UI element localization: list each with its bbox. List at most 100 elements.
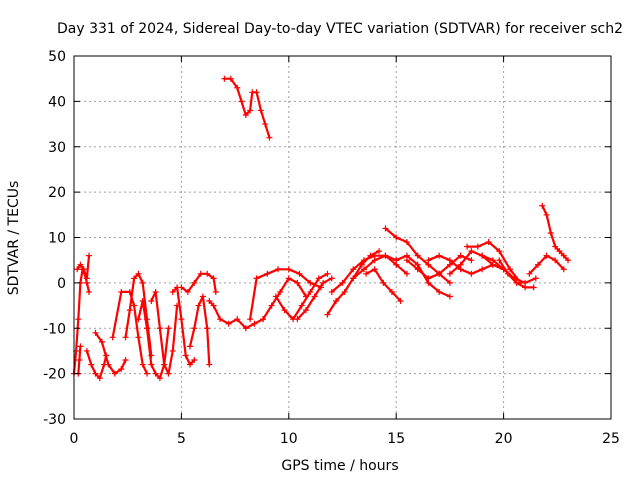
data-point [522,284,529,291]
data-point [382,252,389,259]
data-point [376,248,383,255]
data-point [139,298,146,305]
data-point [191,357,198,364]
data-point [144,370,151,377]
data-point [148,361,155,368]
data-point [74,266,81,273]
data-point [92,329,99,336]
x-axis-label: GPS time / hours [281,458,398,474]
data-point [543,211,550,218]
series-arc32 [539,202,572,264]
data-point [296,270,303,277]
y-tick-label: 50 [48,49,66,65]
y-tick-label: 0 [57,276,66,292]
series-arc18 [294,275,335,323]
series-arc17 [272,270,331,323]
data-point [268,302,275,309]
data-point [534,261,541,268]
data-point [178,316,185,323]
data-point [302,307,309,314]
series-arc2 [74,252,93,282]
data-point [436,270,443,277]
series-line [249,268,323,321]
data-point [328,275,335,282]
data-point [111,370,118,377]
data-point [221,75,228,82]
data-point [169,347,176,354]
data-point [109,334,116,341]
data-point [565,257,572,264]
data-point [393,234,400,241]
data-point [403,270,410,277]
data-point [257,107,264,114]
series-arc11 [178,270,219,295]
data-point [547,229,554,236]
data-point [169,288,176,295]
series-arc6 [109,288,151,377]
data-point [165,325,172,332]
data-point [382,225,389,232]
data-point [513,279,520,286]
series-arc5 [92,329,129,377]
series-arc23 [382,225,453,286]
data-point [83,275,90,282]
data-point [539,202,546,209]
y-tick-label: 40 [48,94,66,110]
data-point [152,370,159,377]
series-line [261,277,308,321]
data-point [247,316,254,323]
data-point [388,288,395,295]
data-point [227,75,234,82]
data-point [191,325,198,332]
chart-title: Day 331 of 2024, Sidereal Day-to-day VTE… [57,21,623,37]
data-point [397,298,404,305]
data-point [238,98,245,105]
series-arc31 [526,252,567,277]
data-point [474,243,481,250]
data-point [184,288,191,295]
series-line [427,254,505,275]
data-point [122,334,129,341]
x-tick-label: 5 [177,431,186,447]
data-point [77,343,84,350]
data-point [191,279,198,286]
x-tick-label: 25 [602,431,620,447]
data-point [135,334,142,341]
data-point [182,352,189,359]
data-point [479,252,486,259]
data-point [414,252,421,259]
data-point [496,257,503,264]
series-layer [71,75,572,382]
data-point [285,266,292,273]
series-line [352,254,408,280]
data-point [371,266,378,273]
series-arc14 [221,75,273,141]
data-point [135,270,142,277]
data-point [560,252,567,259]
data-point [320,279,327,286]
data-point [131,302,138,309]
data-point [464,243,471,250]
data-point [380,279,387,286]
data-point [403,239,410,246]
data-point [139,361,146,368]
data-point [75,316,82,323]
series-line [274,272,329,321]
series-arc9 [148,288,181,377]
data-point [197,270,204,277]
data-point [446,293,453,300]
data-point [225,320,232,327]
data-point [199,293,206,300]
data-point [360,257,367,264]
data-point [543,252,550,259]
data-point [88,361,95,368]
x-tick-label: 20 [495,431,513,447]
series-line [94,331,127,375]
data-point [139,279,146,286]
data-point [360,266,367,273]
data-point [446,270,453,277]
data-point [446,257,453,264]
data-point [126,307,133,314]
data-point [77,261,84,268]
data-point [152,288,159,295]
